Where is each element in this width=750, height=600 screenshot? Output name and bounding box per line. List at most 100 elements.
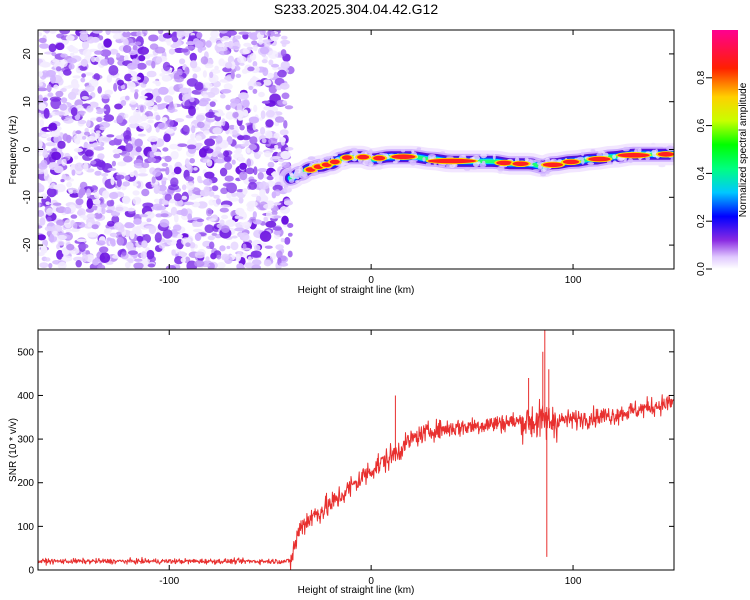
noise-speck [133,262,144,269]
noise-speck [209,76,217,83]
noise-speck [137,173,148,177]
noise-speck [81,73,86,78]
noise-speck [146,70,157,78]
noise-speck [38,184,45,193]
noise-speck [208,199,215,206]
noise-speck [75,130,82,135]
noise-speck [130,71,138,77]
noise-speck [44,257,51,262]
noise-speck [79,30,89,35]
noise-speck [140,83,147,88]
noise-speck [93,199,101,205]
snr-x-ticks: -100 0 100 [159,330,582,587]
noise-speck [38,202,41,208]
noise-speck [63,85,73,89]
noise-speck [151,144,158,153]
ridge-speck [313,160,322,164]
ridge-hotspot [373,155,386,161]
noise-speck [130,76,141,81]
noise-speck [282,100,288,105]
noise-speck [123,38,129,47]
noise-speck [180,208,188,217]
noise-speck [87,222,93,228]
noise-speck [157,86,169,95]
noise-speck [142,202,154,208]
noise-speck [189,97,195,103]
noise-speck [226,245,231,250]
noise-speck [116,178,122,187]
noise-speck [174,76,184,83]
ridge-speck [411,150,415,153]
noise-speck [109,48,119,55]
noise-speck [273,202,282,206]
noise-speck [267,72,274,79]
noise-speck [170,150,179,160]
ridge-speck [545,170,550,175]
noise-speck [68,44,75,53]
noise-speck [167,104,176,114]
noise-speck [140,114,148,122]
noise-speck [272,226,282,231]
noise-speck [76,238,87,242]
noise-speck [112,33,122,40]
noise-speck [215,135,223,144]
noise-speck [130,88,136,93]
noise-speck [56,249,64,260]
noise-speck [268,137,278,145]
noise-speck [96,116,103,123]
noise-speck [195,135,202,142]
noise-speck [99,121,111,128]
noise-speck [126,258,133,262]
noise-speck [164,193,172,202]
noise-speck [214,121,224,127]
noise-speck [266,175,274,181]
noise-speck [132,183,139,187]
noise-speck [38,210,45,217]
noise-speck [97,86,102,94]
noise-speck [104,228,112,234]
noise-speck [137,46,149,55]
ridge-speck [581,151,585,157]
noise-speck [209,101,216,107]
noise-speck [107,167,117,171]
noise-speck [194,233,202,241]
noise-speck [153,198,160,203]
noise-speck [166,38,172,46]
noise-speck [126,207,136,212]
noise-speck [170,43,179,49]
noise-speck [285,146,294,151]
noise-speck [243,109,249,117]
noise-speck [44,30,50,34]
noise-speck [106,74,113,83]
noise-speck [268,84,278,94]
noise-speck [263,216,268,221]
noise-speck [181,184,187,191]
noise-speck [181,124,190,136]
noise-speck [193,228,203,233]
noise-speck [74,162,84,172]
noise-speck [188,188,193,197]
noise-speck [135,41,142,46]
noise-speck [73,147,83,153]
noise-speck [265,110,275,118]
snr-frame [37,329,675,571]
noise-speck [252,61,258,67]
noise-speck [60,179,65,183]
noise-speck [120,100,127,106]
noise-speck [76,69,82,74]
noise-speck [96,108,107,112]
noise-speck [64,176,72,181]
noise-speck [63,69,72,76]
y-tick-label: 0 [28,566,34,577]
noise-speck [238,92,249,100]
noise-speck [221,253,230,261]
noise-speck [158,184,167,192]
noise-speck [108,192,119,199]
noise-speck [38,234,46,241]
ridge-speck [627,158,634,164]
noise-speck [159,218,170,228]
noise-speck [283,120,288,129]
noise-speck [154,232,162,243]
noise-speck [169,143,179,150]
noise-speck [86,105,94,113]
